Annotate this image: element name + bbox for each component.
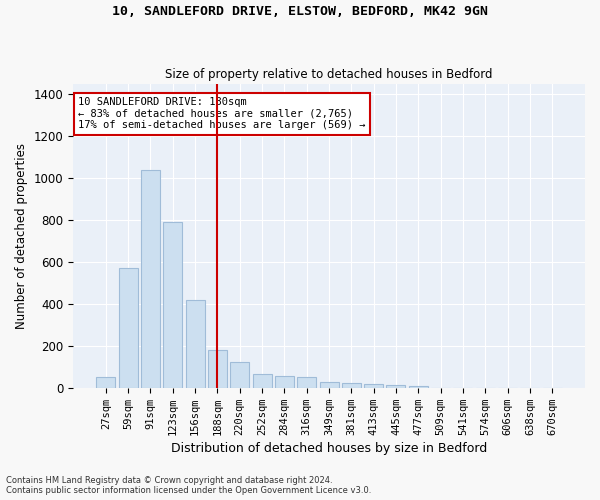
Bar xyxy=(386,386,406,388)
X-axis label: Distribution of detached houses by size in Bedford: Distribution of detached houses by size … xyxy=(171,442,487,455)
Bar xyxy=(230,362,249,388)
Text: 10 SANDLEFORD DRIVE: 180sqm
← 83% of detached houses are smaller (2,765)
17% of : 10 SANDLEFORD DRIVE: 180sqm ← 83% of det… xyxy=(78,97,365,130)
Text: Contains HM Land Registry data © Crown copyright and database right 2024.
Contai: Contains HM Land Registry data © Crown c… xyxy=(6,476,371,495)
Bar xyxy=(364,384,383,388)
Bar xyxy=(96,378,115,388)
Bar xyxy=(320,382,338,388)
Bar xyxy=(208,350,227,388)
Bar xyxy=(253,374,272,388)
Bar xyxy=(119,268,137,388)
Bar xyxy=(163,222,182,388)
Bar xyxy=(297,378,316,388)
Bar xyxy=(141,170,160,388)
Title: Size of property relative to detached houses in Bedford: Size of property relative to detached ho… xyxy=(165,68,493,81)
Bar xyxy=(185,300,205,388)
Bar xyxy=(409,386,428,388)
Bar xyxy=(275,376,294,388)
Bar xyxy=(342,382,361,388)
Y-axis label: Number of detached properties: Number of detached properties xyxy=(15,142,28,328)
Text: 10, SANDLEFORD DRIVE, ELSTOW, BEDFORD, MK42 9GN: 10, SANDLEFORD DRIVE, ELSTOW, BEDFORD, M… xyxy=(112,5,488,18)
